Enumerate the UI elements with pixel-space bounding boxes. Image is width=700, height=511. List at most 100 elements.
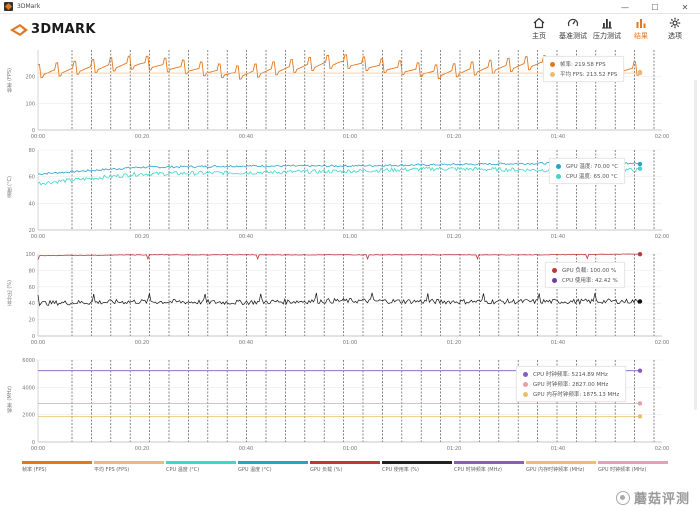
vertical-scrollbar[interactable] xyxy=(694,80,697,410)
clock-x-tick-label: 00:00 xyxy=(31,446,45,452)
gpu-clock-legend-dot xyxy=(523,381,528,387)
temperature-chart-plot: 80 60 40 2000:00 00:20 00:40 01:00 01:20 01:40 02… xyxy=(29,148,670,240)
results-icon xyxy=(636,19,646,28)
clock-x-tick-label: 01:20 xyxy=(447,446,461,452)
main-nav: 主页 基准测试 压力测试 结果 选项 xyxy=(522,17,692,41)
util-series-0-endpoint xyxy=(637,252,643,257)
monitoring-charts: 帧率 (FPS) 200 100 0 00:00 00:20 00:40 01:00 01:2… xyxy=(0,48,700,458)
utilization-chart-plot: 100 80 60 40 20 000:00 00:20 00:40 01:00 01:20 01:… xyxy=(25,252,669,346)
logo: 3DMARK xyxy=(10,22,96,37)
gpu-load-legend-dot xyxy=(552,267,557,273)
legend-cpu-temp-label: CPU 温度 (°C) xyxy=(166,467,200,473)
util-x-tick-label: 00:00 xyxy=(31,340,45,346)
clock-x-tick-label: 00:40 xyxy=(239,446,253,452)
minimize-button[interactable]: — xyxy=(621,2,629,12)
clock-chart: 频率 (MHz) 6000 4000 2000 0 00:00 00:20 00:40 01:… xyxy=(0,356,700,456)
window-title: 3DMark xyxy=(17,3,41,10)
temp-y-tick-label: 20 xyxy=(29,228,35,234)
fps-legend-label: 帧率: 219.58 FPS xyxy=(560,62,606,68)
clock-series-0-endpoint xyxy=(637,368,643,373)
util-y-tick-label: 60 xyxy=(29,285,35,291)
util-x-tick-label: 00:40 xyxy=(239,340,253,346)
gpu-temp-legend-row: GPU 温度: 70.00 °C xyxy=(556,161,618,171)
cpu-clock-legend-row: CPU 时钟频率: 5214.89 MHz xyxy=(523,369,619,379)
gear-icon xyxy=(669,17,681,29)
temp-x-tick-label: 00:20 xyxy=(135,234,149,240)
temp-series-0-line xyxy=(37,161,641,176)
util-y-tick-label: 20 xyxy=(29,318,35,324)
clock-legend: CPU 时钟频率: 5214.89 MHz GPU 时钟频率: 2827.00 … xyxy=(516,366,627,402)
legend-gpu-temp[interactable]: GPU 温度 (°C) xyxy=(238,461,310,473)
legend-fps-swatch xyxy=(22,461,92,464)
fps-x-tick-label: 02:00 xyxy=(655,134,669,140)
cpu-usage-legend-row: CPU 使用率: 42.42 % xyxy=(552,275,618,285)
legend-gpu-load-swatch xyxy=(310,461,380,464)
cpu-temp-legend-row: CPU 温度: 65.00 °C xyxy=(556,171,618,181)
gpu-clock-legend-label: GPU 时钟频率: 2827.00 MHz xyxy=(533,382,609,388)
gpu-mem-clock-legend-dot xyxy=(523,391,528,397)
temp-y-tick-label: 60 xyxy=(29,175,35,181)
nav-home-label: 主页 xyxy=(532,32,546,40)
maximize-button[interactable]: ☐ xyxy=(651,2,659,12)
legend-gpu-temp-label: GPU 温度 (°C) xyxy=(238,467,272,473)
gpu-temp-legend-dot xyxy=(556,163,561,169)
util-x-tick-label: 01:20 xyxy=(447,340,461,346)
fps-legend-dot xyxy=(550,61,555,67)
legend-gpu-load[interactable]: GPU 负载 (%) xyxy=(310,461,382,473)
fps-y-tick-label: 200 xyxy=(25,75,35,81)
legend-avg-fps[interactable]: 平均 FPS (FPS) xyxy=(94,461,166,473)
fps-y-tick-label: 0 xyxy=(32,128,35,134)
clock-y-tick-label: 4000 xyxy=(22,385,35,391)
fps-x-tick-label: 01:40 xyxy=(551,134,565,140)
nav-stress-tests[interactable]: 压力测试 xyxy=(590,17,624,41)
legend-fps[interactable]: 帧率 (FPS) xyxy=(22,461,94,473)
temp-y-tick-label: 40 xyxy=(29,201,35,207)
gpu-temp-legend-label: GPU 温度: 70.00 °C xyxy=(566,164,619,170)
cpu-temp-legend-dot xyxy=(556,173,561,179)
logo-mark-icon xyxy=(10,23,28,36)
temp-series-1-endpoint xyxy=(637,166,643,171)
fps-x-tick-label: 01:20 xyxy=(447,134,461,140)
fps-series-0-line xyxy=(37,54,641,80)
gpu-mem-clock-legend-row: GPU 内存时钟频率: 1875.13 MHz xyxy=(523,389,619,399)
title-bar: 3DMark — ☐ ✕ xyxy=(0,0,700,14)
legend-cpu-clock[interactable]: CPU 时钟频率 (MHz) xyxy=(454,461,526,473)
util-x-tick-label: 00:20 xyxy=(135,340,149,346)
legend-cpu-temp-swatch xyxy=(166,461,236,464)
bar-chart-icon xyxy=(602,19,612,29)
gpu-clock-legend-row: GPU 时钟频率: 2827.00 MHz xyxy=(523,379,619,389)
util-series-0-line xyxy=(37,253,641,261)
gpu-load-legend-label: GPU 负载: 100.00 % xyxy=(562,268,617,274)
temp-x-tick-label: 02:00 xyxy=(655,234,669,240)
fps-legend: 帧率: 219.58 FPS 平均 FPS: 213.52 FPS xyxy=(543,56,625,82)
legend-cpu-temp[interactable]: CPU 温度 (°C) xyxy=(166,461,238,473)
legend-gpu-mem-clock-swatch xyxy=(526,461,596,464)
util-series-1-endpoint xyxy=(637,299,643,304)
legend-gpu-mem-clock[interactable]: GPU 内存时钟频率 (MHz) xyxy=(526,461,598,473)
temp-series-0-endpoint xyxy=(637,161,643,167)
temperature-legend: GPU 温度: 70.00 °C CPU 温度: 65.00 °C xyxy=(549,158,626,184)
app-header: 3DMARK 主页 基准测试 压力测试 结果 选项 xyxy=(0,14,700,48)
nav-options[interactable]: 选项 xyxy=(658,17,692,41)
cpu-temp-legend-label: CPU 温度: 65.00 °C xyxy=(566,174,618,180)
fps-legend-row: 帧率: 219.58 FPS xyxy=(550,59,617,69)
window-controls: — ☐ ✕ xyxy=(610,0,700,14)
util-x-tick-label: 01:40 xyxy=(551,340,565,346)
temp-x-tick-label: 00:40 xyxy=(239,234,253,240)
nav-results[interactable]: 结果 xyxy=(624,17,658,41)
avg-fps-legend-label: 平均 FPS: 213.52 FPS xyxy=(560,72,618,78)
legend-cpu-clock-label: CPU 时钟频率 (MHz) xyxy=(454,467,502,473)
gpu-mem-clock-legend-label: GPU 内存时钟频率: 1875.13 MHz xyxy=(533,392,620,398)
cpu-clock-legend-label: CPU 时钟频率: 5214.89 MHz xyxy=(533,372,608,378)
nav-home[interactable]: 主页 xyxy=(522,17,556,41)
legend-gpu-temp-swatch xyxy=(238,461,308,464)
util-y-tick-label: 0 xyxy=(32,334,35,340)
close-button[interactable]: ✕ xyxy=(681,2,689,12)
legend-fps-label: 帧率 (FPS) xyxy=(22,467,47,473)
nav-benchmarks[interactable]: 基准测试 xyxy=(556,17,590,41)
temp-x-tick-label: 00:00 xyxy=(31,234,45,240)
legend-cpu-usage[interactable]: CPU 使用率 (%) xyxy=(382,461,454,473)
util-y-tick-label: 80 xyxy=(29,268,35,274)
legend-gpu-clock[interactable]: GPU 时钟频率 (MHz) xyxy=(598,461,670,473)
logo-text: 3DMARK xyxy=(31,22,96,37)
